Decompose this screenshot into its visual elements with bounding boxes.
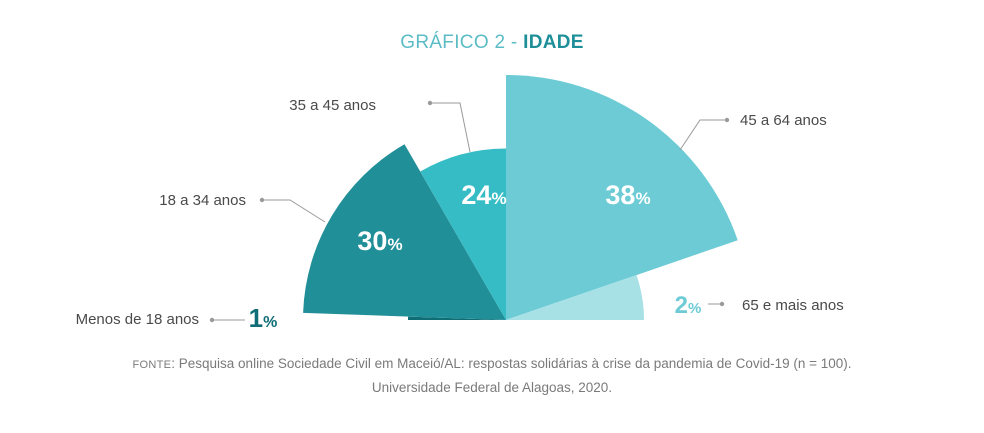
chart-title-bold: IDADE <box>523 32 584 53</box>
source-prefix: Fonte <box>132 359 172 371</box>
value-label-3: 24% <box>461 180 506 210</box>
value-label-5: 2% <box>675 292 702 319</box>
source-line-2: Universidade Federal de Alagoas, 2020. <box>371 380 613 395</box>
chart-title: GRÁFICO 2 - IDADE <box>0 32 984 54</box>
callout-line-3 <box>430 102 471 153</box>
callout-dot-2 <box>259 197 265 203</box>
source-text: : Pesquisa online Sociedade Civil em Mac… <box>171 356 852 371</box>
callout-dot-4 <box>724 117 730 123</box>
callout-dot-5 <box>719 301 725 307</box>
chart-title-prefix: GRÁFICO 2 - <box>400 32 524 53</box>
value-label-2: 30% <box>357 226 402 256</box>
value-label-1: 1% <box>249 303 278 333</box>
pie-slice-1 <box>408 316 506 320</box>
callout-line-4 <box>679 119 727 151</box>
source-line-1: Fonte: Pesquisa online Sociedade Civil e… <box>0 356 984 371</box>
pie-slice-5 <box>506 275 644 320</box>
category-label-5: 65 e mais anos <box>742 297 844 314</box>
category-label-3: 35 a 45 anos <box>289 97 376 114</box>
callout-dot-3 <box>427 100 433 106</box>
callout-line-2 <box>262 199 326 223</box>
category-label-4: 45 a 64 anos <box>740 112 827 129</box>
pie-slice-4 <box>506 75 738 320</box>
age-chart: 1% 30% 24% 38% 2% Menos de 18 anos 18 a 34 ano… <box>76 75 844 333</box>
pie-slice-2 <box>303 144 506 320</box>
value-label-4: 38% <box>605 180 650 210</box>
callout-dot-1 <box>209 317 215 323</box>
category-label-2: 18 a 34 anos <box>159 192 246 209</box>
pie-slice-3 <box>420 148 506 320</box>
category-label-1: Menos de 18 anos <box>76 311 199 328</box>
